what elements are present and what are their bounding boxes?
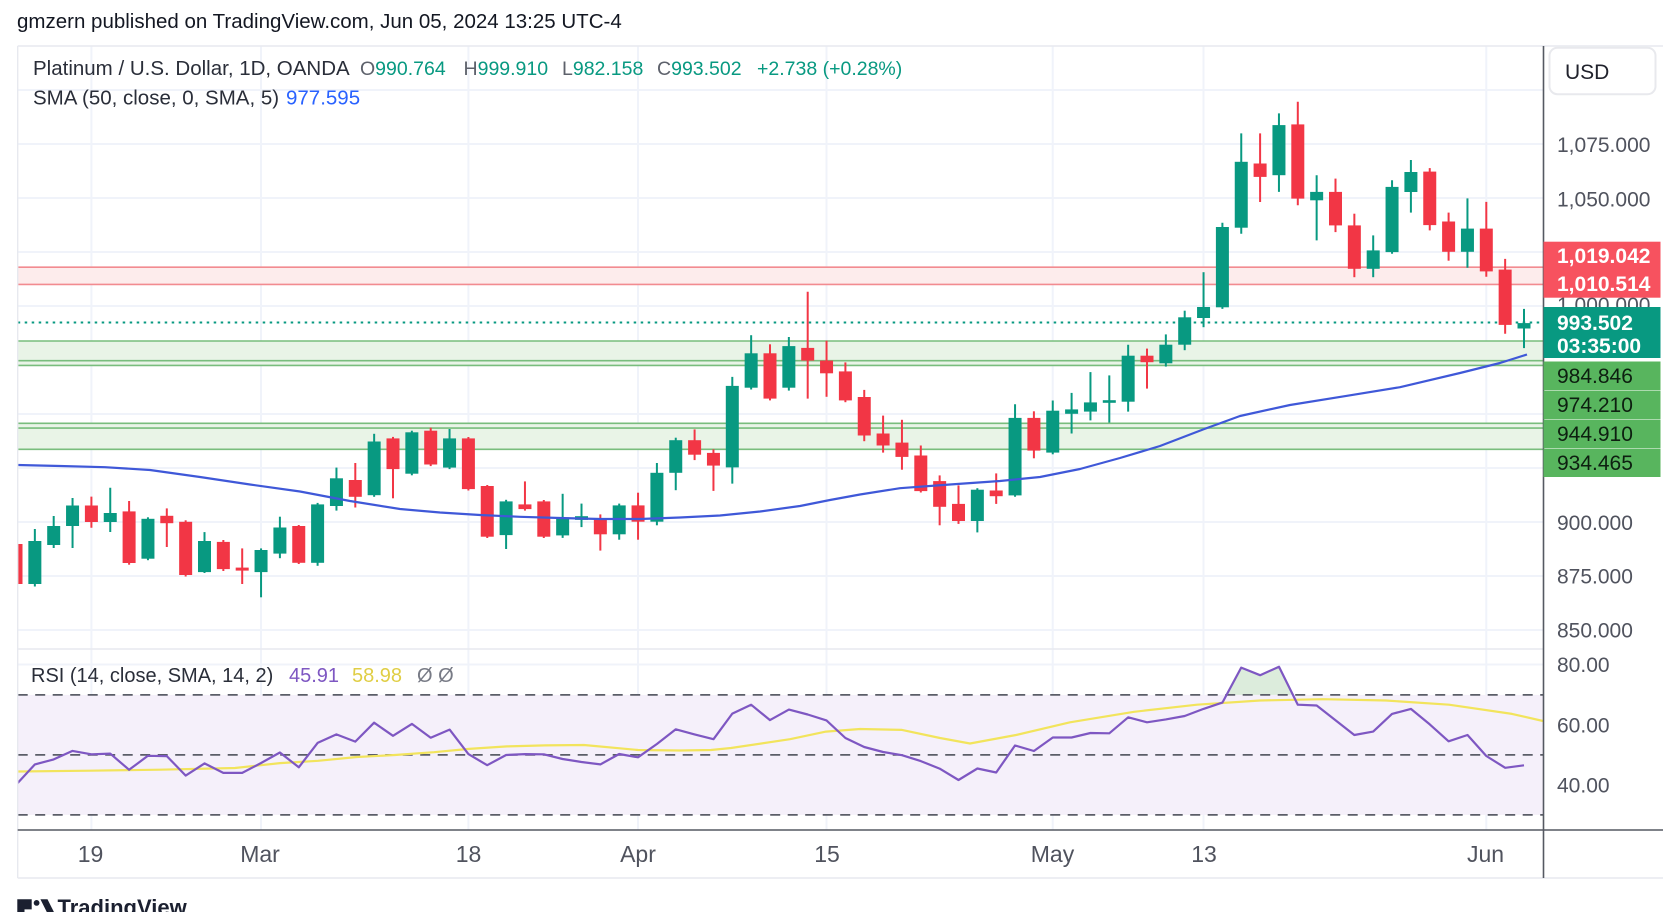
svg-text:May: May (1031, 841, 1075, 867)
svg-text:18: 18 (456, 841, 482, 867)
svg-text:O990.764: O990.764 (360, 58, 446, 80)
svg-text:60.00: 60.00 (1557, 714, 1610, 737)
svg-text:SMA (50, close, 0, SMA, 5): SMA (50, close, 0, SMA, 5) (33, 87, 279, 110)
svg-text:USD: USD (1565, 61, 1609, 84)
svg-text:RSI (14, close, SMA, 14, 2): RSI (14, close, SMA, 14, 2) (31, 665, 273, 687)
svg-text:900.000: 900.000 (1557, 512, 1633, 535)
svg-text:875.000: 875.000 (1557, 566, 1633, 589)
svg-text:984.846: 984.846 (1557, 365, 1633, 388)
svg-text:1,019.042: 1,019.042 (1557, 245, 1650, 268)
svg-text:+2.738 (+0.28%): +2.738 (+0.28%) (757, 58, 902, 80)
svg-text:1,050.000: 1,050.000 (1557, 189, 1650, 212)
svg-text:C993.502: C993.502 (657, 58, 742, 80)
svg-text:993.502: 993.502 (1557, 312, 1633, 335)
svg-text:gmzern published on TradingVie: gmzern published on TradingView.com, Jun… (17, 10, 622, 33)
svg-text:58.98: 58.98 (352, 665, 402, 687)
svg-text:934.465: 934.465 (1557, 452, 1633, 475)
svg-text:Ø Ø: Ø Ø (417, 665, 454, 687)
svg-text:1,010.514: 1,010.514 (1557, 273, 1651, 296)
svg-text:40.00: 40.00 (1557, 775, 1610, 798)
svg-text:TradingView: TradingView (58, 895, 188, 912)
svg-text:850.000: 850.000 (1557, 620, 1633, 643)
svg-text:19: 19 (78, 841, 104, 867)
svg-text:45.91: 45.91 (289, 665, 339, 687)
svg-text:15: 15 (814, 841, 840, 867)
svg-text:974.210: 974.210 (1557, 394, 1633, 417)
svg-text:Apr: Apr (620, 841, 656, 867)
svg-text:80.00: 80.00 (1557, 654, 1610, 677)
svg-text:977.595: 977.595 (286, 87, 360, 110)
svg-text:Jun: Jun (1467, 841, 1504, 867)
svg-text:03:35:00: 03:35:00 (1557, 335, 1641, 358)
svg-text:13: 13 (1191, 841, 1217, 867)
svg-text:Mar: Mar (240, 841, 280, 867)
svg-text:L982.158: L982.158 (562, 58, 643, 80)
svg-text:944.910: 944.910 (1557, 423, 1633, 446)
svg-text:1,075.000: 1,075.000 (1557, 134, 1650, 157)
svg-text:Platinum / U.S. Dollar, 1D, OA: Platinum / U.S. Dollar, 1D, OANDA (33, 57, 350, 80)
svg-text:H999.910: H999.910 (464, 58, 549, 80)
